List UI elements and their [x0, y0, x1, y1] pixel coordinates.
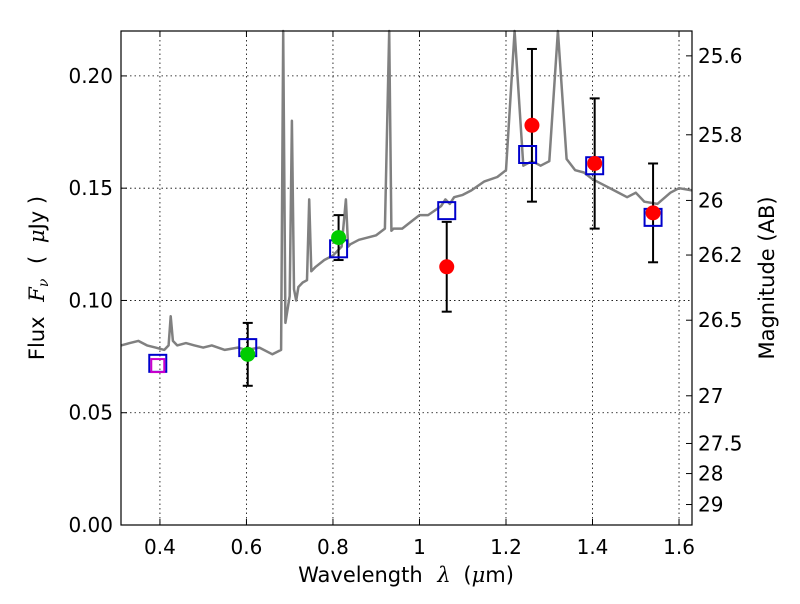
circle-marker — [439, 259, 455, 275]
x-axis-label: Wavelength λ (μm) — [298, 563, 514, 587]
square-marker — [150, 358, 166, 374]
x-tick-label: 0.4 — [144, 535, 176, 559]
x-axis-unit-mu: μ — [472, 563, 486, 587]
y-tick-label: 0.00 — [68, 513, 113, 537]
y2-tick-label: 29 — [698, 493, 723, 517]
y-tick-label: 0.10 — [68, 288, 113, 312]
circle-marker — [524, 117, 540, 133]
x-tick-label: 0.8 — [317, 535, 349, 559]
y2-tick-label: 26 — [698, 188, 723, 212]
x-tick-label: 1 — [413, 535, 426, 559]
y-tick-label: 0.15 — [68, 176, 113, 200]
y-axis-unit-rest: Jy ) — [25, 196, 49, 232]
circle-marker — [645, 205, 661, 221]
y-axis-label-text: Flux — [25, 316, 49, 360]
y-tick-label: 0.20 — [68, 64, 113, 88]
square-marker — [437, 201, 457, 221]
plot-frame — [120, 30, 693, 526]
y-axis-unit-mu: μ — [25, 229, 49, 243]
y-axis-unit-open: ( — [25, 256, 49, 264]
x-tick-label: 1.6 — [663, 535, 695, 559]
plot-background — [121, 31, 692, 525]
spectrum-layer — [120, 29, 693, 356]
y2-tick-label: 26.2 — [698, 243, 743, 267]
axis-ticks: 0.4 0.6 0.8 1 1.2 1.4 1.6 0.00 0.05 0.10 0.15 0.20 2… — [68, 31, 743, 559]
y2-tick-label: 27.5 — [698, 431, 743, 455]
y2-tick-label: 27 — [698, 384, 723, 408]
x-tick-label: 0.6 — [231, 535, 263, 559]
y-axis-symbol-sub: ν — [36, 278, 52, 287]
model-spectrum-line — [120, 29, 693, 356]
x-axis-symbol: λ — [436, 563, 450, 587]
y-axis-label: Flux Fν ( μJy ) — [25, 196, 53, 360]
y2-tick-label: 26.5 — [698, 308, 743, 332]
y2-tick-label: 28 — [698, 462, 723, 486]
y2-tick-label: 25.6 — [698, 44, 743, 68]
y2-axis-label: Magnitude (AB) — [755, 196, 779, 359]
y-axis-symbol: F — [25, 286, 49, 303]
x-axis-label-text: Wavelength — [298, 563, 423, 587]
circle-marker — [331, 230, 347, 246]
circle-marker — [240, 346, 256, 362]
circle-marker — [587, 155, 603, 171]
x-tick-label: 1.4 — [577, 535, 609, 559]
y-tick-label: 0.05 — [68, 401, 113, 425]
x-axis-unit-rest: m) — [485, 563, 514, 587]
square-marker — [518, 145, 538, 164]
x-tick-label: 1.2 — [490, 535, 522, 559]
x-axis-unit-open: ( — [463, 563, 471, 587]
y2-tick-label: 25.8 — [698, 123, 743, 147]
data-markers — [148, 47, 663, 387]
